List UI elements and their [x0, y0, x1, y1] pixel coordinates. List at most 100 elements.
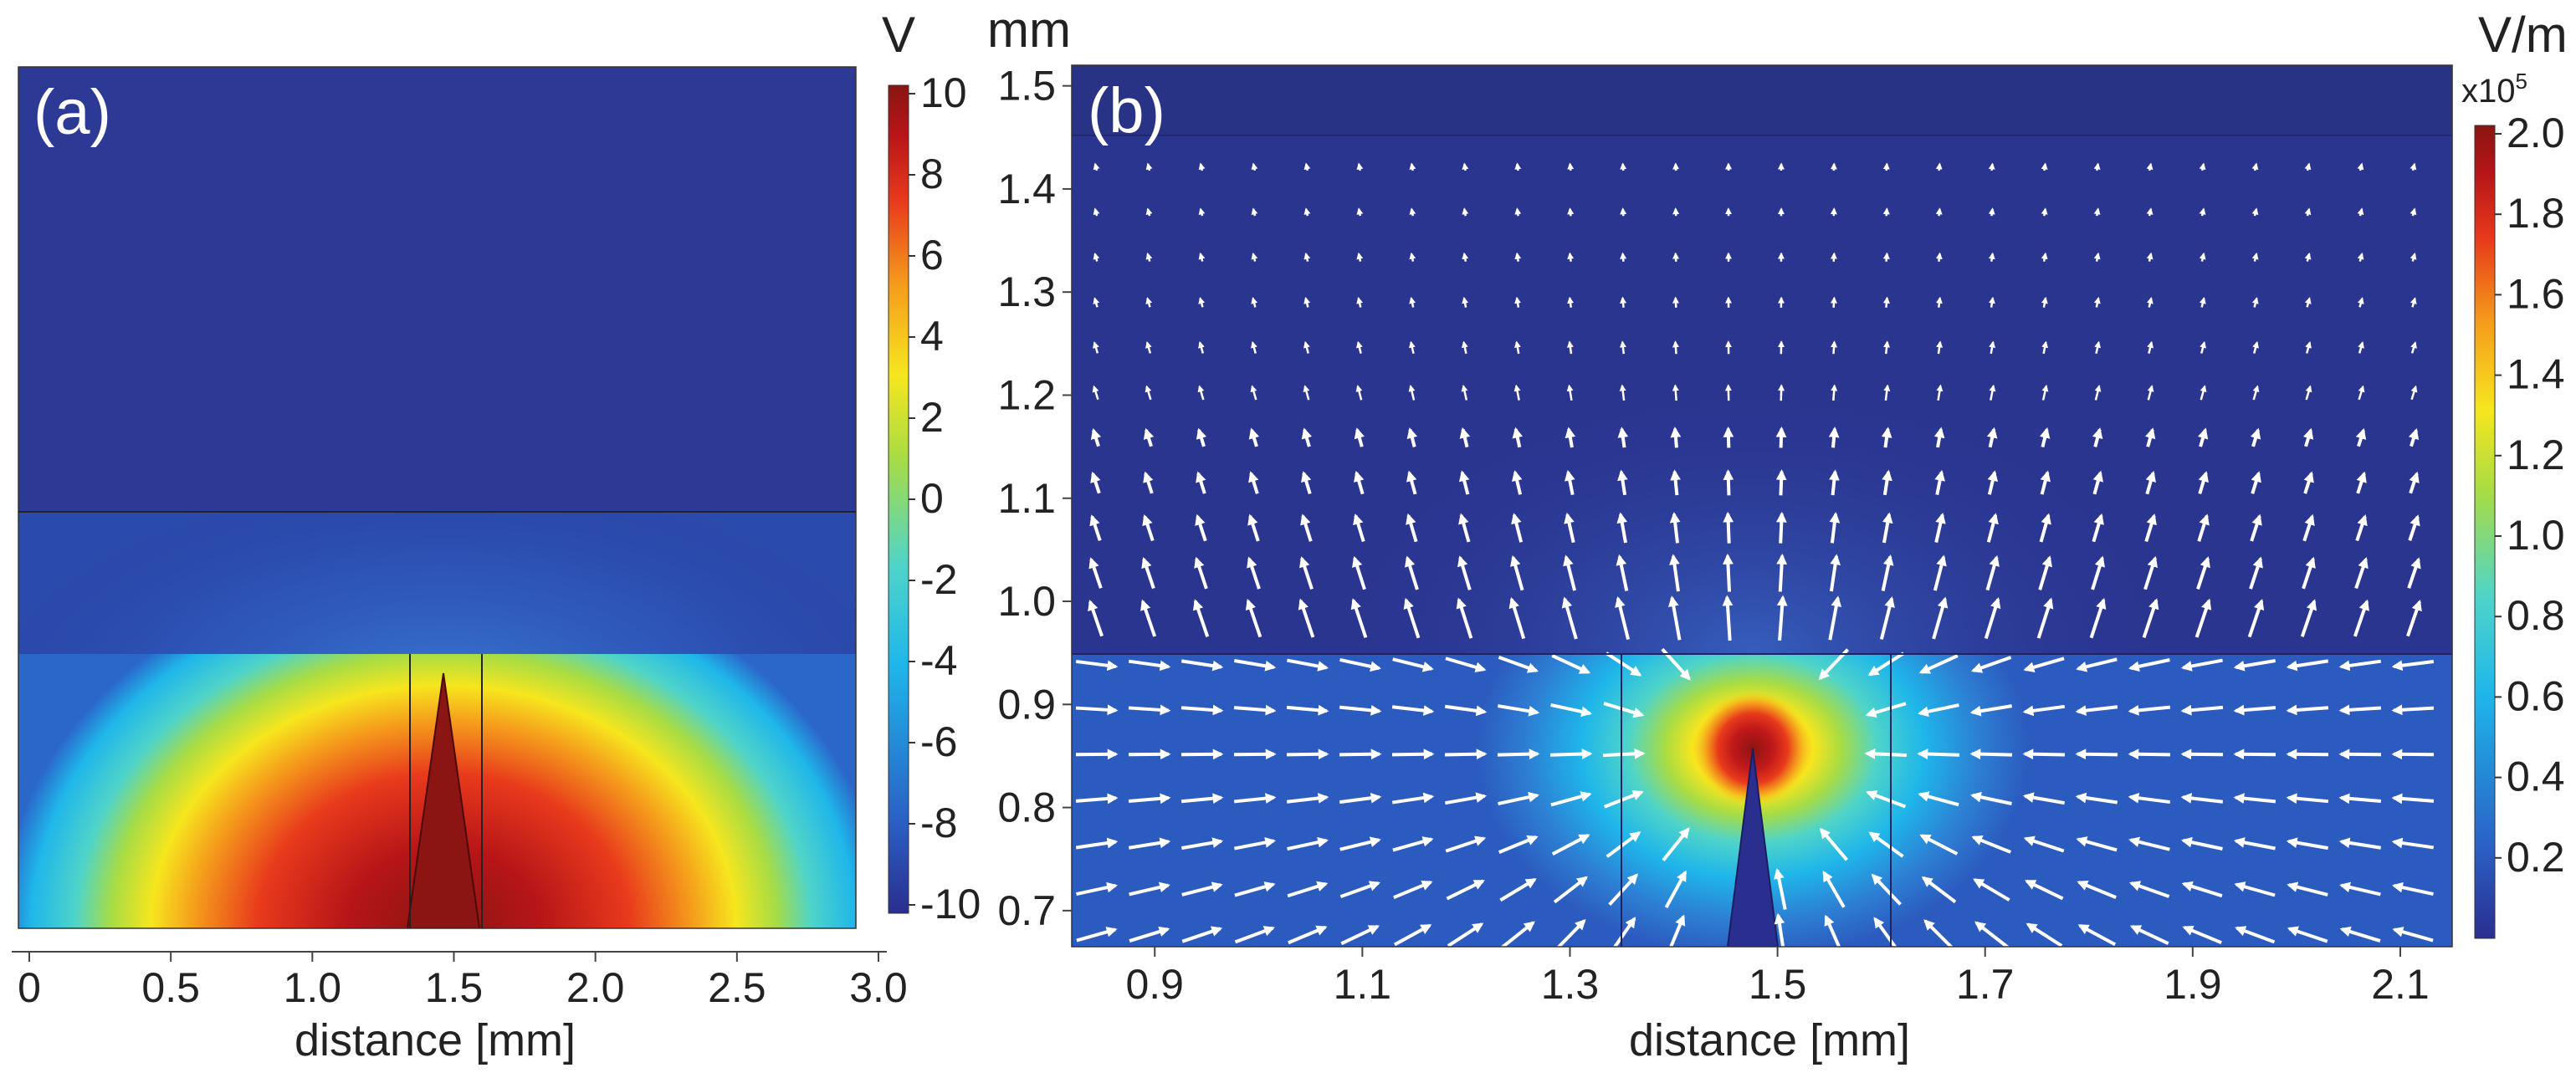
field-arrow: [2233, 837, 2276, 851]
field-arrow: [1513, 340, 1521, 355]
colorbar-unit-b: V/m: [2478, 7, 2568, 63]
field-arrow: [1251, 340, 1257, 354]
field-arrow: [2180, 748, 2224, 760]
field-arrow: [2197, 513, 2210, 542]
field-arrow: [1617, 469, 1628, 496]
x-tick-label-b: 0.9: [1125, 961, 1184, 1008]
field-arrow: [1128, 659, 1171, 672]
field-arrow: [1619, 384, 1626, 401]
field-arrow: [2091, 555, 2105, 590]
field-arrow: [2353, 599, 2369, 637]
field-arrow: [1143, 427, 1155, 447]
x-tick-label-b: 1.3: [1541, 961, 1600, 1008]
field-arrow: [2038, 555, 2052, 590]
field-arrow: [2146, 162, 2153, 171]
field-arrow: [1873, 917, 1897, 947]
field-arrow: [1882, 296, 1890, 308]
field-arrow: [2250, 427, 2261, 447]
field-arrow: [1831, 384, 1838, 401]
field-arrow: [1406, 427, 1418, 447]
field-arrow: [2076, 836, 2118, 852]
field-arrow: [2300, 599, 2317, 637]
field-arrow: [2357, 297, 2364, 308]
colorbar-multiplier-b: x105: [2461, 69, 2527, 110]
field-arrow: [2093, 207, 2101, 217]
field-arrow: [1143, 471, 1154, 494]
field-arrow: [1553, 876, 1588, 904]
field-arrow: [2180, 704, 2224, 716]
field-arrow: [1822, 870, 1846, 908]
field-arrow: [1299, 556, 1314, 590]
field-arrow: [1919, 834, 1959, 856]
field-arrow: [1462, 162, 1469, 171]
field-arrow: [1829, 554, 1841, 592]
colorbar-tick-label-a: 4: [920, 313, 944, 360]
field-arrow: [1303, 207, 1311, 217]
field-arrow: [1566, 340, 1574, 355]
field-arrow: [2408, 427, 2420, 447]
field-arrow: [2391, 837, 2435, 850]
field-arrow: [1828, 595, 1842, 641]
electrode-a: [406, 672, 481, 928]
field-arrow: [1918, 703, 1959, 718]
field-arrow: [1088, 557, 1103, 589]
field-arrow: [1446, 879, 1485, 901]
field-arrow: [1620, 162, 1627, 171]
field-arrow: [1339, 658, 1381, 672]
field-arrow: [1233, 704, 1277, 716]
field-arrow: [1405, 555, 1419, 590]
field-arrow: [2146, 207, 2153, 217]
field-arrow: [2128, 881, 2170, 898]
field-arrow: [2358, 341, 2364, 354]
field-arrow: [1356, 252, 1364, 262]
field-arrow: [1971, 835, 2012, 854]
field-arrow: [1514, 162, 1522, 171]
field-arrow: [1145, 385, 1152, 401]
x-tick-label-a: 2.0: [566, 964, 625, 1011]
field-arrow: [1550, 791, 1592, 807]
y-ticks-b: 1.5 1.4 1.3 1.2 1.1 1.0 0.9 0.8 0.7: [997, 63, 1072, 934]
field-arrow: [2302, 513, 2315, 542]
field-arrow: [1603, 790, 1644, 809]
colorbar-tick-label-a: -10: [920, 881, 981, 927]
field-arrow: [1445, 835, 1487, 853]
field-arrow: [1511, 513, 1524, 543]
field-arrow: [1985, 554, 2000, 591]
field-arrow: [2304, 297, 2312, 308]
field-arrow: [1128, 704, 1171, 716]
field-arrow: [1934, 512, 1946, 544]
field-arrow: [2408, 514, 2420, 541]
field-arrow: [1776, 595, 1788, 641]
field-arrow: [1969, 704, 2013, 717]
field-arrow: [1356, 207, 1364, 217]
x-tick-label-a: 0.5: [141, 964, 200, 1011]
field-arrow: [1774, 912, 1785, 947]
field-arrow: [2025, 879, 2064, 901]
field-arrow: [1563, 554, 1577, 591]
field-arrow: [1303, 385, 1310, 401]
field-arrow: [1458, 470, 1470, 495]
field-arrow: [2199, 297, 2206, 308]
field-arrow: [1355, 385, 1363, 401]
field-arrow: [1247, 556, 1261, 590]
field-arrow: [1669, 914, 1686, 947]
field-arrow: [2286, 704, 2329, 716]
field-arrow: [1393, 880, 1433, 900]
field-arrow: [1247, 513, 1260, 542]
field-arrow: [1076, 927, 1118, 943]
field-arrow: [2233, 704, 2276, 716]
field-arrow: [2040, 470, 2051, 495]
y-tick-label-b: 0.7: [997, 887, 1056, 934]
field-arrow: [2233, 793, 2276, 804]
field-arrow: [1667, 595, 1682, 641]
field-arrow: [2129, 924, 2169, 946]
field-arrow: [2338, 704, 2382, 716]
field-arrow: [1831, 340, 1838, 355]
field-arrow: [1935, 207, 1943, 217]
x-tick-label-a: 2.5: [708, 964, 766, 1011]
field-arrow: [1603, 702, 1645, 718]
field-arrow: [1510, 554, 1524, 591]
field-arrow: [2200, 340, 2206, 354]
field-arrow: [2357, 162, 2364, 171]
field-arrow: [2093, 252, 2101, 262]
